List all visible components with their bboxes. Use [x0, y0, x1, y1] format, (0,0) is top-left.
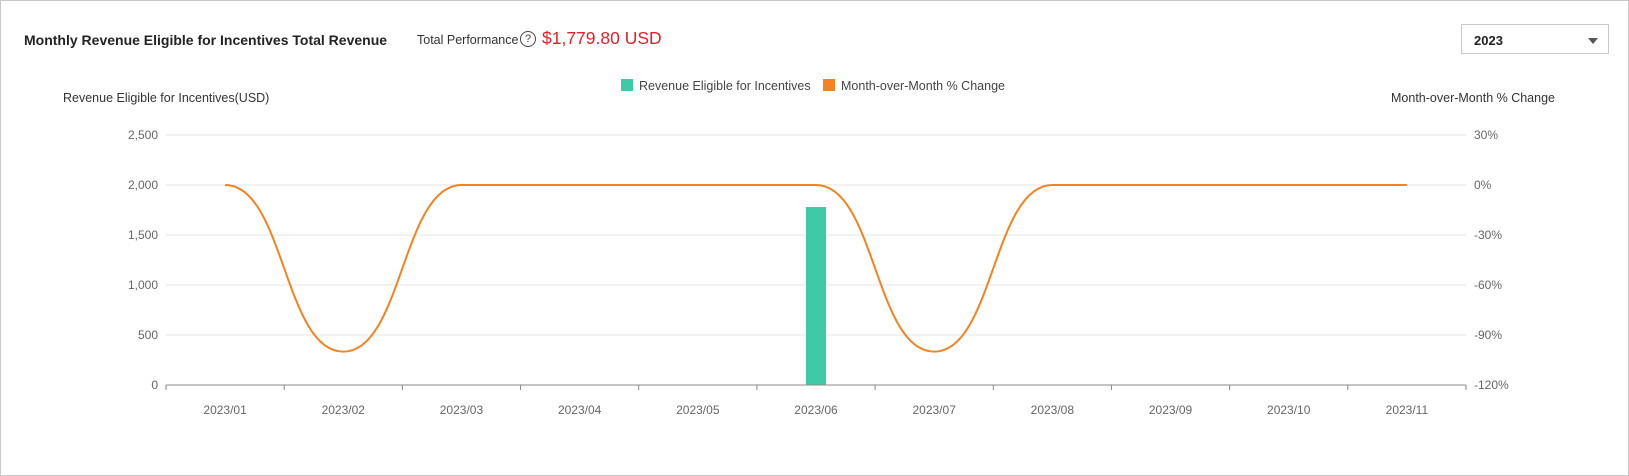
x-tick-label: 2023/11 — [1386, 403, 1429, 417]
line-series — [225, 183, 1407, 353]
x-tick-label: 2023/08 — [1031, 403, 1075, 417]
x-tick-label: 2023/09 — [1149, 403, 1193, 417]
y-left-tick-label: 1,500 — [128, 228, 158, 242]
question-circle-icon[interactable]: ? — [520, 31, 536, 47]
y-right-tick-label: -120% — [1474, 378, 1509, 392]
legend-label-revenue[interactable]: Revenue Eligible for Incentives — [639, 79, 811, 93]
y-right-axis-title: Month-over-Month % Change — [1391, 91, 1555, 105]
y-right-tick-label: 30% — [1474, 128, 1498, 142]
legend-label-mom[interactable]: Month-over-Month % Change — [841, 79, 1005, 93]
total-performance-label: Total Performance — [417, 33, 519, 47]
y-left-tick-label: 2,500 — [128, 128, 158, 142]
revenue-bar[interactable] — [806, 207, 826, 385]
y-right-tick-label: -30% — [1474, 228, 1502, 242]
total-performance-value: $1,779.80 USD — [542, 28, 662, 48]
axes — [165, 384, 1467, 390]
year-select-value: 2023 — [1474, 33, 1503, 48]
x-tick-label: 2023/04 — [558, 403, 602, 417]
bar-series — [806, 207, 826, 385]
mom-change-line[interactable] — [225, 183, 1407, 353]
y-right-tick-label: -90% — [1474, 328, 1502, 342]
y-right-tick-label: 0% — [1474, 178, 1492, 192]
axis-labels: 0 -120% 500 -90% 1,000 -60% 1,500 -30% 2,000 0% 2,… — [63, 91, 1555, 417]
y-left-tick-label: 1,000 — [128, 278, 158, 292]
y-left-axis-title: Revenue Eligible for Incentives(USD) — [63, 91, 269, 105]
legend-swatch-mom — [823, 79, 835, 91]
x-tick-label: 2023/06 — [794, 403, 838, 417]
chart-title: Monthly Revenue Eligible for Incentives … — [24, 32, 388, 48]
x-tick-label: 2023/02 — [322, 403, 366, 417]
x-tick-label: 2023/07 — [912, 403, 956, 417]
x-tick-label: 2023/03 — [440, 403, 484, 417]
x-tick-label: 2023/05 — [676, 403, 720, 417]
legend-swatch-revenue — [621, 79, 633, 91]
y-left-tick-label: 0 — [151, 378, 158, 392]
x-tick-label: 2023/10 — [1267, 403, 1311, 417]
y-left-tick-label: 500 — [138, 328, 158, 342]
chevron-down-icon — [1588, 38, 1598, 44]
legend: Revenue Eligible for Incentives Month-ove… — [621, 79, 1005, 93]
year-select[interactable]: 2023 — [1461, 24, 1609, 54]
x-tick-label: 2023/01 — [203, 403, 247, 417]
y-left-tick-label: 2,000 — [128, 178, 158, 192]
y-right-tick-label: -60% — [1474, 278, 1502, 292]
